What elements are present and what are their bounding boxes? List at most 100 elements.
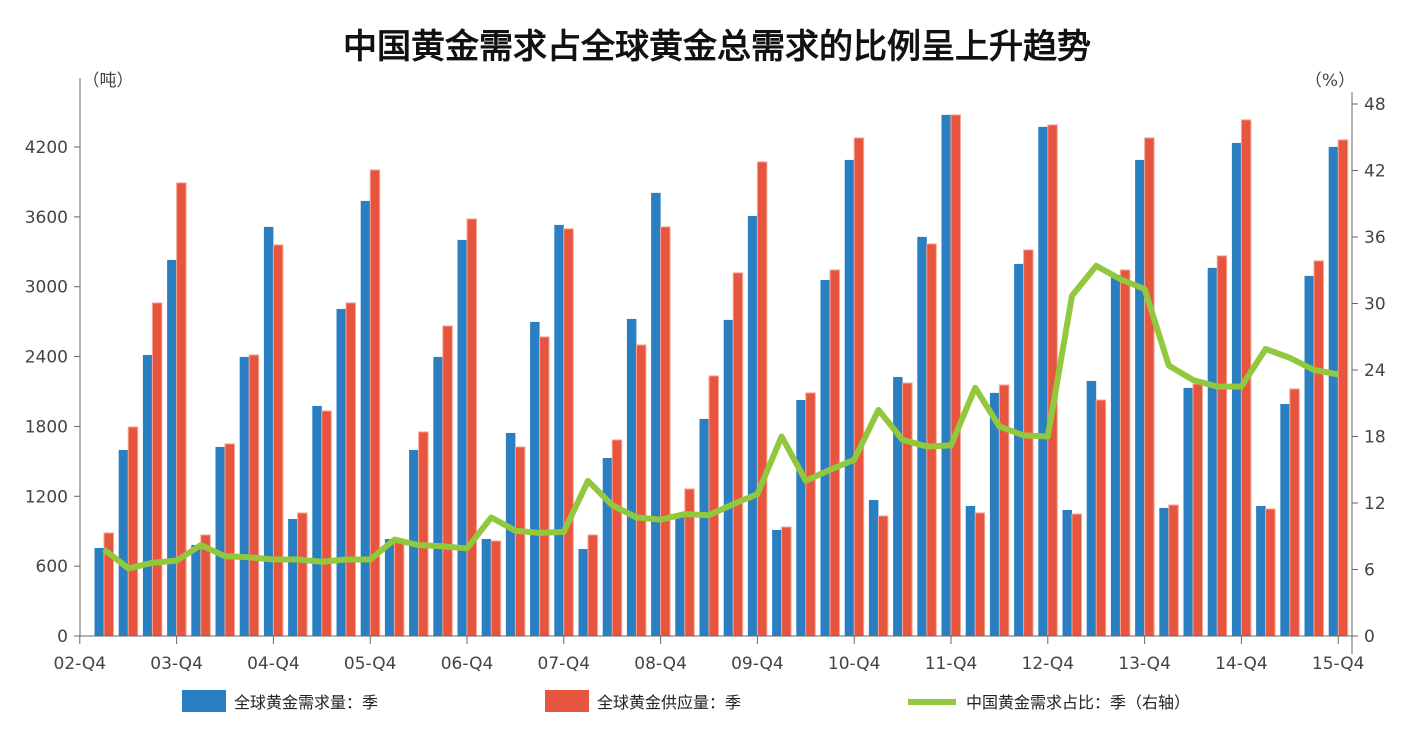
bar-demand [1038,127,1048,636]
bar-demand [675,515,685,636]
bar-supply [1024,250,1034,636]
bar-supply [370,170,380,636]
bar-demand [869,500,879,636]
bar-demand [385,539,395,636]
bar-demand [893,377,903,636]
bar-demand [627,319,637,636]
legend-label-supply: 全球黄金供应量：季 [597,693,741,712]
bar-demand [748,216,758,636]
bar-demand [288,519,298,636]
legend-swatch-supply [545,690,589,712]
bar-supply [1096,400,1106,636]
bar-demand [458,240,468,636]
bar-supply [588,535,598,636]
bar-demand [1111,275,1121,636]
bar-demand [1280,404,1290,636]
x-tick-label: 09-Q4 [731,654,784,674]
left-tick-label: 4200 [25,138,68,158]
bar-demand [530,322,540,636]
bar-supply [322,411,332,636]
bar-demand [482,539,492,636]
bar-demand [724,320,734,636]
bar-demand [240,357,250,636]
bar-supply [1290,389,1300,636]
bar-demand [1014,264,1024,636]
bar-supply [394,540,404,636]
x-tick-label: 12-Q4 [1022,654,1075,674]
x-tick-label: 10-Q4 [828,654,881,674]
bar-supply [540,337,550,636]
bar-demand [433,357,443,636]
bar-demand [579,549,589,636]
bar-supply [709,376,719,636]
bar-demand [167,260,177,636]
bar-demand [554,225,564,636]
bar-supply [491,541,501,636]
bar-supply [467,219,477,636]
bar-demand [506,433,516,636]
bar-supply [661,227,671,636]
bar-demand [603,458,613,636]
bar-demand [119,450,129,636]
left-axis-unit: （吨） [83,71,134,91]
bar-demand [1208,268,1218,636]
bar-demand [1305,276,1315,636]
bar-demand [1063,510,1073,636]
bar-demand [95,548,105,636]
bar-supply [225,444,235,636]
right-axis-unit: （%） [1305,71,1355,91]
bar-supply [685,489,695,636]
bar-demand [1256,506,1266,636]
bar-supply [806,393,816,636]
left-tick-label: 1200 [25,487,68,507]
bar-demand [216,447,226,636]
bar-supply [1193,384,1203,636]
bar-demand [1087,381,1097,636]
x-tick-label: 08-Q4 [634,654,687,674]
bar-demand [700,419,710,636]
bar-supply [1120,270,1130,636]
right-tick-label: 0 [1364,627,1375,647]
legend-label-demand: 全球黄金需求量：季 [234,693,378,712]
left-tick-label: 3000 [25,278,68,298]
chart-title: 中国黄金需求占全球黄金总需求的比例呈上升趋势 [343,27,1091,67]
bar-demand [1184,388,1194,636]
bar-demand [337,309,347,636]
left-tick-label: 1800 [25,417,68,437]
bar-demand [312,406,322,636]
left-tick-label: 600 [36,557,68,577]
x-tick-label: 05-Q4 [344,654,397,674]
bar-supply [1145,138,1155,636]
bar-demand [796,400,806,636]
right-tick-label: 36 [1364,228,1386,248]
bar-supply [564,229,574,636]
x-tick-label: 02-Q4 [54,654,107,674]
bar-supply [636,345,646,636]
left-tick-label: 0 [57,627,68,647]
bar-demand [264,227,274,636]
bar-supply [999,385,1009,636]
bar-supply [903,383,913,636]
bar-supply [1072,514,1082,636]
bar-supply [878,516,888,636]
legend-label-share: 中国黄金需求占比：季（右轴） [966,693,1190,712]
x-tick-label: 06-Q4 [441,654,494,674]
bar-supply [273,245,283,636]
x-tick-label: 04-Q4 [247,654,300,674]
bar-supply [177,183,187,636]
bar-supply [782,527,792,636]
bar-supply [612,440,622,636]
bar-demand [1135,160,1145,636]
x-tick-label: 07-Q4 [538,654,591,674]
bar-demand [821,280,831,636]
bar-supply [298,513,308,636]
right-tick-label: 30 [1364,295,1386,315]
bar-demand [917,237,927,636]
bar-supply [128,427,138,636]
bar-supply [975,513,985,636]
left-tick-label: 2400 [25,348,68,368]
right-tick-label: 42 [1364,162,1386,182]
bar-demand [651,193,661,636]
bar-demand [942,115,952,636]
